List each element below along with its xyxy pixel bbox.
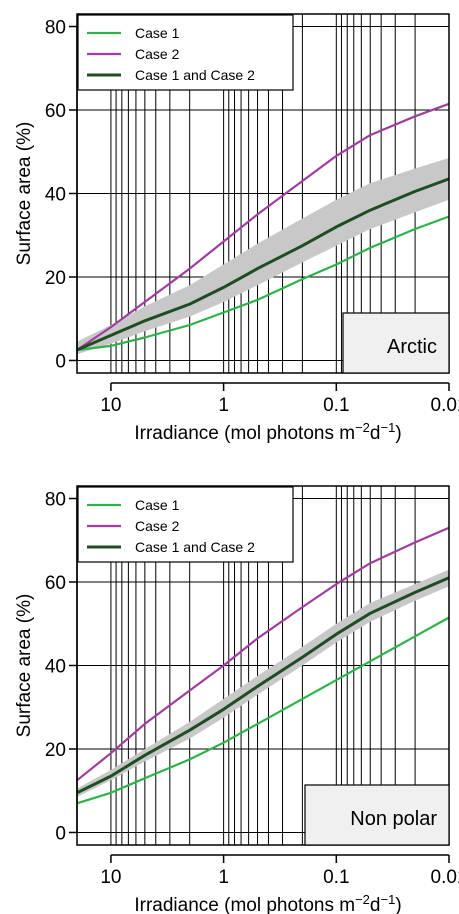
x-axis-title-superscript: −2: [355, 420, 370, 435]
x-axis-title-part: d: [370, 895, 381, 914]
series-line-case-2: [76, 102, 450, 351]
legend: Case 1 Case 2 Case 1 and Case 2: [77, 14, 294, 91]
x-axis-title-superscript: −1: [380, 892, 395, 907]
chart-panel-arctic: Case 1 Case 2 Case 1 and Case 2 Arctic 0 20 40…: [14, 13, 459, 444]
x-axis-title-part: d: [370, 423, 381, 444]
x-axis: 10 1 0.1 0.01: [100, 382, 459, 416]
legend-label: Case 1: [135, 497, 180, 513]
y-tick-label: 80: [45, 18, 66, 39]
series-line-case-1-and-case-2: [76, 177, 450, 352]
legend-label: Case 1 and Case 2: [135, 67, 255, 83]
x-tick-label: 0.01: [431, 867, 459, 888]
x-axis-title-superscript: −2: [355, 892, 370, 907]
legend-label: Case 2: [135, 518, 180, 534]
y-tick-label: 20: [45, 740, 66, 761]
region-label-background: [342, 312, 450, 374]
x-axis-title: Irradiance (mol photons m−2d−1): [134, 420, 401, 444]
confidence-ribbon: [77, 158, 449, 355]
region-label: Arctic: [387, 336, 437, 358]
series-line-case-2: [76, 526, 450, 782]
x-tick-label: 0.1: [323, 395, 349, 416]
x-axis-title-part: ): [395, 895, 401, 914]
x-tick-label: 10: [100, 867, 121, 888]
legend-box: [77, 14, 294, 91]
legend-box: [77, 486, 294, 563]
y-tick-label: 80: [45, 490, 66, 511]
legend-label: Case 2: [135, 46, 180, 62]
region-label: Non polar: [350, 808, 437, 830]
x-tick-label: 0.1: [323, 867, 349, 888]
y-axis-title: Surface area (%): [14, 594, 35, 738]
y-tick-label: 0: [55, 351, 66, 372]
x-axis-title: Irradiance (mol photons m−2d−1): [134, 892, 401, 914]
y-axis: 0 20 40 60 80: [45, 490, 78, 844]
x-axis-title-part: Irradiance (mol photons m: [134, 895, 355, 914]
x-tick-label: 0.01: [431, 395, 459, 416]
y-tick-label: 40: [45, 185, 66, 206]
y-tick-label: 60: [45, 573, 66, 594]
y-axis-title: Surface area (%): [14, 122, 35, 266]
x-axis-title-part: Irradiance (mol photons m: [134, 423, 355, 444]
x-tick-label: 10: [100, 395, 121, 416]
y-axis: 0 20 40 60 80: [45, 18, 78, 372]
legend-label: Case 1: [135, 25, 180, 41]
x-axis: 10 1 0.1 0.01: [100, 854, 459, 888]
region-label-background: [304, 784, 450, 846]
series-line-case-1: [76, 616, 450, 805]
region-label-box: Non polar: [304, 784, 450, 846]
x-tick-label: 1: [218, 395, 229, 416]
legend-label: Case 1 and Case 2: [135, 539, 255, 555]
y-tick-label: 60: [45, 101, 66, 122]
series-line-case-1: [76, 215, 450, 352]
y-tick-label: 20: [45, 268, 66, 289]
y-tick-label: 0: [55, 823, 66, 844]
x-tick-label: 1: [218, 867, 229, 888]
x-axis-title-part: ): [395, 423, 401, 444]
chart-panel-non-polar: Case 1 Case 2 Case 1 and Case 2 Non polar 0 2…: [14, 485, 459, 914]
legend: Case 1 Case 2 Case 1 and Case 2: [77, 486, 294, 563]
region-label-box: Arctic: [342, 312, 450, 374]
series-line-case-1-and-case-2: [76, 576, 450, 795]
y-tick-label: 40: [45, 657, 66, 678]
x-axis-title-superscript: −1: [380, 420, 395, 435]
